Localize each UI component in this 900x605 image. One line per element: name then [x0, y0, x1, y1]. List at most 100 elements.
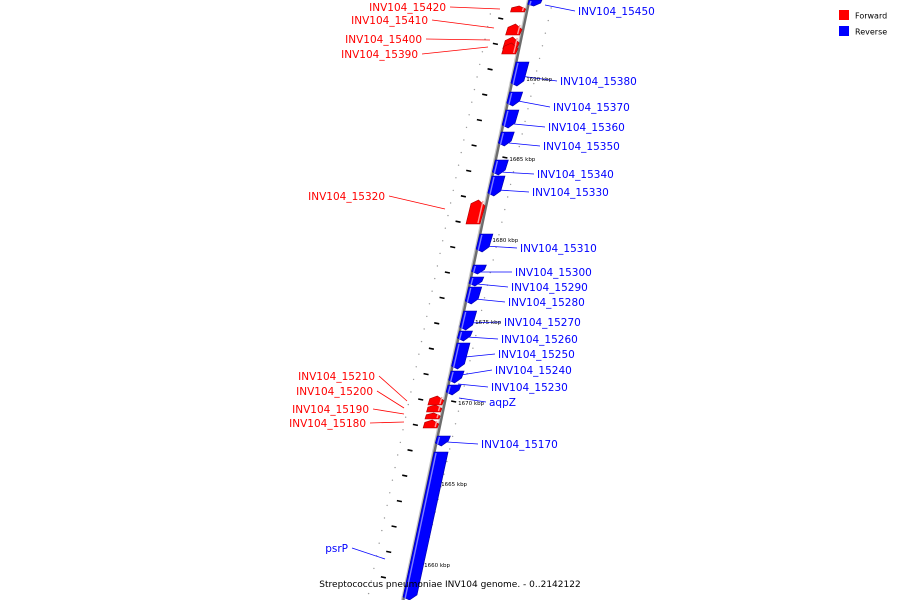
minor-tick [487, 68, 493, 71]
gene-label-psrp[interactable]: psrP [325, 543, 348, 555]
gene-block-inv104-15360[interactable] [501, 109, 520, 129]
track-dot [489, 13, 492, 15]
gene-label-inv104-15390[interactable]: INV104_15390 [341, 49, 418, 61]
track-dot [420, 340, 423, 343]
gene-label-inv104-15410[interactable]: INV104_15410 [351, 15, 428, 27]
track-dot [460, 151, 462, 154]
track-dot [404, 416, 407, 418]
track-dot [538, 57, 541, 60]
leader-line-inv104-15380 [519, 75, 558, 82]
major-tick [502, 156, 508, 159]
kbp-label-1685-kbp: 1685 kbp [509, 157, 535, 163]
legend-reverse-label: Reverse [855, 28, 887, 37]
gene-label-aqpz[interactable]: aqpZ [489, 397, 516, 409]
track-dot [468, 114, 470, 116]
gene-label-inv104-15270[interactable]: INV104_15270 [504, 317, 581, 329]
gene-label-inv104-15290[interactable]: INV104_15290 [511, 282, 588, 294]
track-dot [454, 423, 457, 425]
minor-tick [412, 423, 419, 427]
track-dot [530, 95, 532, 97]
gene-block-psrp[interactable] [402, 451, 449, 601]
gene-label-inv104-15370[interactable]: INV104_15370 [553, 102, 630, 114]
gene-label-inv104-15330[interactable]: INV104_15330 [532, 187, 609, 199]
track-dot [471, 101, 473, 103]
minor-tick [460, 195, 467, 198]
legend: Forward Reverse [839, 10, 887, 37]
track-dot [407, 403, 409, 406]
gene-block-inv104-15270[interactable] [459, 310, 478, 331]
gene-shade-inv104-15350 [499, 132, 504, 146]
gene-label-inv104-15170[interactable]: INV104_15170 [481, 439, 558, 451]
track-dot [544, 32, 547, 34]
axis-highlight [400, 0, 529, 601]
minor-tick [423, 372, 429, 376]
track-dot [394, 466, 396, 469]
gene-shade-inv104-15250 [452, 343, 460, 369]
leader-line-inv104-15230 [457, 383, 489, 388]
track-dot [370, 580, 372, 582]
kbp-label-1675-kbp: 1675 kbp [475, 320, 501, 326]
gene-label-inv104-15300[interactable]: INV104_15300 [515, 267, 592, 279]
track-dot [455, 177, 457, 179]
track-dot [434, 277, 436, 280]
gene-label-inv104-15250[interactable]: INV104_15250 [498, 349, 575, 361]
gene-block-inv104-15250[interactable] [451, 342, 471, 370]
track-dot [367, 592, 370, 595]
gene-label-inv104-15420[interactable]: INV104_15420 [369, 2, 446, 14]
gene-block-inv104-15310[interactable] [475, 233, 494, 253]
track-dot [515, 158, 518, 160]
track-dot [431, 290, 433, 292]
gene-label-inv104-15360[interactable]: INV104_15360 [548, 122, 625, 134]
kbp-label-1670-kbp: 1670 kbp [458, 401, 484, 407]
gene-label-inv104-15190[interactable]: INV104_15190 [292, 404, 369, 416]
track-dot [475, 334, 477, 337]
gene-label-inv104-15200[interactable]: INV104_15200 [296, 386, 373, 398]
gene-shade-inv104-15330 [489, 176, 495, 196]
track-dot [381, 529, 383, 532]
gene-label-inv104-15400[interactable]: INV104_15400 [345, 34, 422, 46]
gene-block-inv104-15380[interactable] [510, 61, 530, 87]
leader-line-inv104-15270 [467, 321, 502, 324]
gene-label-inv104-15260[interactable]: INV104_15260 [501, 334, 578, 346]
gene-label-inv104-15230[interactable]: INV104_15230 [491, 382, 568, 394]
gene-shade-inv104-15280 [466, 287, 472, 304]
minor-tick [380, 576, 387, 579]
track-dot [399, 441, 402, 444]
track-dot [439, 252, 441, 255]
gene-label-inv104-15380[interactable]: INV104_15380 [560, 76, 637, 88]
track-dot [463, 139, 465, 141]
gene-label-inv104-15210[interactable]: INV104_15210 [298, 371, 375, 383]
track-dot [447, 214, 449, 217]
gene-block-inv104-15420[interactable] [510, 5, 527, 13]
track-dot [518, 145, 520, 148]
gene-label-inv104-15340[interactable]: INV104_15340 [537, 169, 614, 181]
gene-label-inv104-15240[interactable]: INV104_15240 [495, 365, 572, 377]
track-dot [535, 70, 538, 72]
leader-line-inv104-15200 [376, 390, 405, 409]
gene-block-inv104-15330[interactable] [487, 175, 506, 197]
gene-shade-inv104-15200 [437, 405, 441, 412]
gene-shade-inv104-15210 [439, 396, 443, 405]
gene-block-inv104-15320[interactable] [465, 199, 486, 225]
leader-line-inv104-15310 [484, 245, 518, 249]
gene-shade-inv104-15310 [477, 234, 483, 252]
track-dot [449, 202, 452, 204]
leader-line-inv104-15250 [464, 353, 496, 358]
minor-tick [439, 296, 445, 300]
gene-label-inv104-15450[interactable]: INV104_15450 [578, 6, 655, 18]
gene-label-inv104-15180[interactable]: INV104_15180 [289, 418, 366, 430]
track-dot [378, 542, 380, 544]
gene-label-inv104-15310[interactable]: INV104_15310 [520, 243, 597, 255]
track-dot [415, 366, 417, 368]
gene-label-inv104-15350[interactable]: INV104_15350 [543, 141, 620, 153]
leader-line-inv104-15410 [431, 19, 495, 29]
minor-tick [482, 93, 488, 96]
gene-shade-inv104-15180 [434, 420, 438, 428]
minor-tick [450, 245, 456, 249]
gene-shade-inv104-15230 [447, 385, 451, 395]
kbp-label-1665-kbp: 1665 kbp [441, 482, 467, 488]
gene-label-inv104-15280[interactable]: INV104_15280 [508, 297, 585, 309]
gene-label-inv104-15320[interactable]: INV104_15320 [308, 191, 385, 203]
track-dot [452, 189, 454, 192]
